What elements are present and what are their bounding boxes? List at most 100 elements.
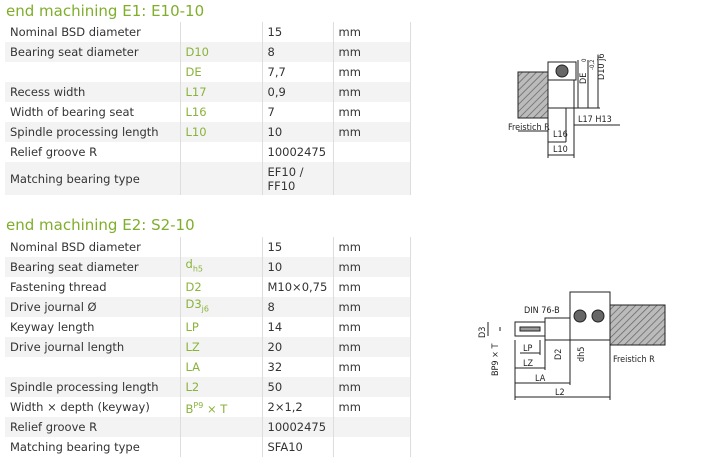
label-cell: Nominal BSD diameter [5, 22, 181, 42]
label-cell: Spindle processing length [5, 122, 181, 142]
drawing-label: -0,2 [589, 59, 596, 70]
label-cell: Drive journal Ø [5, 297, 181, 317]
symbol: LP [185, 320, 199, 334]
value-cell: 10 [262, 122, 334, 142]
unit-cell: mm [333, 62, 411, 82]
drawing-label: D2 [554, 349, 564, 360]
symbol-cell: LZ [180, 337, 263, 357]
symbol-cell: L2 [180, 377, 263, 397]
symbol-cell [180, 162, 263, 195]
value-cell: 15 [262, 237, 334, 257]
symbol-cell [180, 417, 263, 437]
table-row: Drive journal Ø D3j6 8 mm [5, 297, 411, 317]
symbol-after: × T [203, 401, 228, 416]
label-cell: Relief groove R [5, 417, 181, 437]
unit-cell: mm [333, 297, 411, 317]
symbol-cell: D10 [180, 42, 263, 62]
value-cell: 10002475 [262, 142, 334, 162]
symbol: D2 [185, 280, 202, 294]
label-cell: Nominal BSD diameter [5, 237, 181, 257]
unit-cell [333, 417, 411, 437]
unit-cell [333, 437, 411, 457]
label-cell [5, 62, 181, 82]
unit-cell [333, 142, 411, 162]
symbol-cell: L17 [180, 82, 263, 102]
label-cell: Relief groove R [5, 142, 181, 162]
value-cell: 8 [262, 42, 334, 62]
label-cell: Width × depth (keyway) [5, 397, 181, 417]
label-cell: Drive journal length [5, 337, 181, 357]
drawing-label: DE [579, 73, 589, 84]
symbol: D10 [185, 45, 210, 59]
table-row: Width × depth (keyway) BP9 × T 2×1,2 mm [5, 397, 411, 417]
unit-cell: mm [333, 42, 411, 62]
unit-cell: mm [333, 317, 411, 337]
drawing-label: L10 [553, 145, 568, 155]
symbol-cell [180, 142, 263, 162]
table-row: Nominal BSD diameter 15 mm [5, 237, 411, 257]
value-cell: 14 [262, 317, 334, 337]
symbol-sub: j6 [201, 304, 209, 314]
table-row: Bearing seat diameter dh5 10 mm [5, 257, 411, 277]
table-row: Bearing seat diameter D10 8 mm [5, 42, 411, 62]
value-cell: 50 [262, 377, 334, 397]
section-title: end machining E2: S2-10 [6, 216, 195, 234]
value-cell: EF10 /FF10 [262, 162, 334, 195]
value-cell: 32 [262, 357, 334, 377]
label-cell: Spindle processing length [5, 377, 181, 397]
drawing-e2: DIN 76-B D3 BP9 × T D2 dh5 LP LZ LA L2 F… [478, 291, 666, 400]
unit-cell: mm [333, 277, 411, 297]
spec-table: Nominal BSD diameter 15 mm Bearing seat dia… [5, 237, 411, 457]
symbol-cell: dh5 [180, 257, 263, 277]
symbol: d [185, 257, 193, 272]
table-row: Spindle processing length L10 10 mm [5, 122, 411, 142]
symbol-cell: LA [180, 357, 263, 377]
symbol: DE [185, 65, 202, 79]
unit-cell: mm [333, 357, 411, 377]
label-cell: Width of bearing seat [5, 102, 181, 122]
symbol-cell [180, 22, 263, 42]
table-row: Spindle processing length L2 50 mm [5, 377, 411, 397]
symbol-cell: L10 [180, 122, 263, 142]
drawing-label: 0 [581, 58, 588, 62]
value-line: FF10 [267, 178, 296, 193]
value-cell: 0,9 [262, 82, 334, 102]
label-cell: Matching bearing type [5, 162, 181, 195]
label-cell: Recess width [5, 82, 181, 102]
symbol: L17 [185, 85, 207, 99]
table-row: DE 7,7 mm [5, 62, 411, 82]
drawing-label: LA [535, 374, 546, 384]
table-row: Relief groove R 10002475 [5, 417, 411, 437]
drawing-e1: DE -0,2 0 D10 j6 Freistich R L16 L17 H13… [508, 53, 620, 158]
table-row: Drive journal length LZ 20 mm [5, 337, 411, 357]
unit-cell: mm [333, 377, 411, 397]
value-cell: M10×0,75 [262, 277, 334, 297]
value-cell: 7 [262, 102, 334, 122]
label-cell: Bearing seat diameter [5, 42, 181, 62]
table-row: Fastening thread D2 M10×0,75 mm [5, 277, 411, 297]
symbol: LZ [185, 340, 200, 354]
unit-cell: mm [333, 237, 411, 257]
drawing-label: Freistich R [508, 123, 550, 133]
unit-cell: mm [333, 82, 411, 102]
value-cell: 8 [262, 297, 334, 317]
symbol: L10 [185, 125, 207, 139]
label-cell: Bearing seat diameter [5, 257, 181, 277]
value-line: EF10 / [267, 164, 304, 179]
section-title: end machining E1: E10-10 [6, 2, 205, 20]
drawing-label: L16 [553, 130, 568, 140]
table-row: Nominal BSD diameter 15 mm [5, 22, 411, 42]
value-cell: 20 [262, 337, 334, 357]
drawing-label: L17 H13 [578, 115, 612, 125]
value-cell: 10 [262, 257, 334, 277]
table-row: Matching bearing type EF10 /FF10 [5, 162, 411, 195]
label-cell: Matching bearing type [5, 437, 181, 457]
drawing-label: DIN 76-B [524, 306, 560, 316]
symbol-cell [180, 437, 263, 457]
symbol: LA [185, 360, 201, 374]
symbol-sup: P9 [193, 400, 204, 410]
symbol-sub: h5 [192, 264, 203, 274]
table-row: LA 32 mm [5, 357, 411, 377]
symbol-cell: L16 [180, 102, 263, 122]
